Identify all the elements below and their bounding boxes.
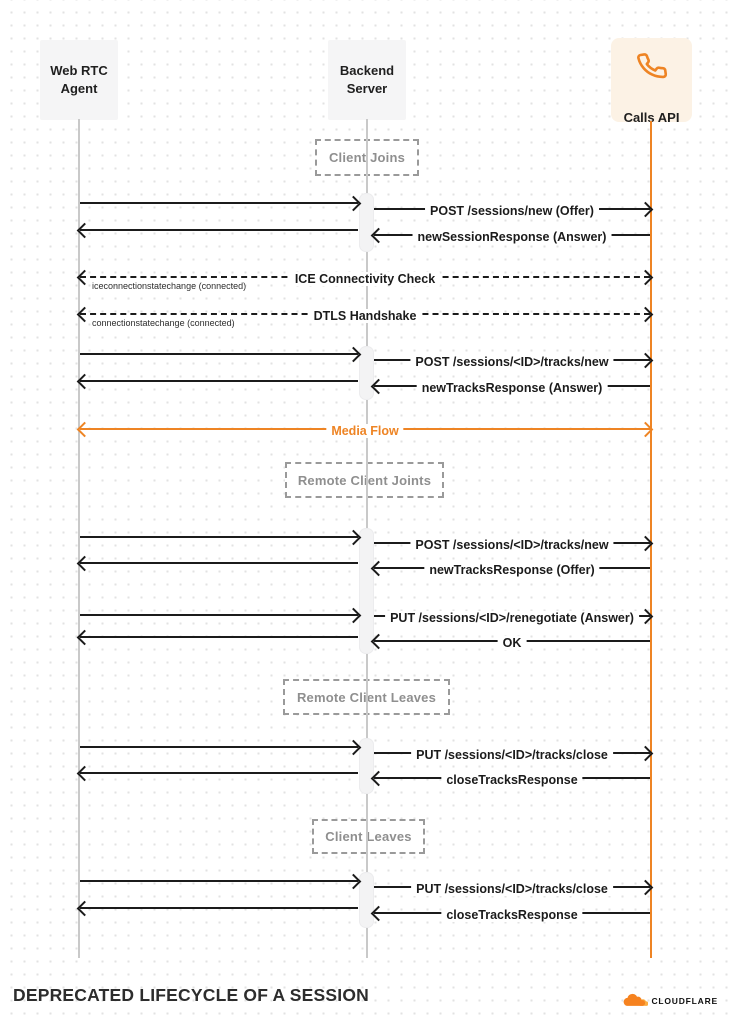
cloudflare-cloud-icon (622, 993, 649, 1009)
phone-icon (636, 34, 667, 99)
actor-web-rtc-agent: Web RTC Agent (40, 40, 118, 120)
ice-event-label: iceconnectionstatechange (connected) (92, 281, 247, 291)
activation-bar (359, 528, 374, 654)
message-label: PUT /sessions/<ID>/tracks/close (411, 882, 613, 896)
activation-bar (359, 872, 374, 928)
arrow-dtls-handshake: DTLS Handshake (76, 306, 654, 323)
cloudflare-wordmark: CLOUDFLARE (651, 996, 718, 1006)
arrow-backend-to-api-put-renegotiate: PUT /sessions/<ID>/renegotiate (Answer) (374, 608, 654, 625)
lifeline-web-rtc-agent (78, 119, 80, 958)
actor-calls-api: Calls API (611, 38, 692, 125)
message-label: newTracksResponse (Offer) (424, 563, 600, 577)
message-label: PUT /sessions/<ID>/tracks/close (411, 748, 613, 762)
message-label: POST /sessions/new (Offer) (425, 204, 599, 218)
arrow-backend-to-agent (76, 629, 358, 646)
phase-label: Remote Client Joints (297, 472, 432, 488)
lifeline-calls-api (650, 121, 652, 958)
arrow-backend-to-agent (76, 373, 358, 390)
message-label: Media Flow (326, 424, 404, 438)
arrow-backend-to-api-put-tracks-close: PUT /sessions/<ID>/tracks/close (374, 879, 654, 896)
message-label: PUT /sessions/<ID>/renegotiate (Answer) (385, 611, 639, 625)
arrow-agent-to-backend (80, 607, 362, 624)
diagram-title: DEPRECATED LIFECYCLE OF A SESSION (13, 985, 369, 1005)
message-label: newSessionResponse (Answer) (412, 230, 612, 244)
arrow-backend-to-agent (76, 900, 358, 917)
activation-bar (359, 346, 374, 400)
arrow-backend-to-api-post-sessions-new: POST /sessions/new (Offer) (374, 201, 654, 218)
arrow-api-to-backend-close-tracks-response: closeTracksResponse (370, 770, 650, 787)
message-label: newTracksResponse (Answer) (416, 381, 608, 395)
arrow-backend-to-api-put-tracks-close: PUT /sessions/<ID>/tracks/close (374, 745, 654, 762)
arrow-api-to-backend-new-tracks-response: newTracksResponse (Answer) (370, 378, 650, 395)
arrow-backend-to-agent (76, 765, 358, 782)
actor-backend-server-label: Backend Server (339, 63, 395, 96)
dtls-event-label: connectionstatechange (connected) (92, 318, 235, 328)
message-label: POST /sessions/<ID>/tracks/new (410, 355, 614, 369)
phase-label: Client Leaves (325, 829, 412, 844)
actor-calls-api-label: Calls API (623, 109, 680, 125)
activation-bar (359, 193, 374, 252)
arrow-agent-to-backend (80, 195, 362, 212)
phase-remote-client-joins: Remote Client Joints (285, 462, 444, 498)
arrow-agent-to-backend (80, 873, 362, 890)
arrow-ice-connectivity-check: ICE Connectivity Check (76, 269, 654, 286)
cloudflare-logo: CLOUDFLARE (622, 993, 718, 1009)
arrow-media-flow: Media Flow (76, 421, 654, 438)
actor-backend-server: Backend Server (328, 40, 406, 120)
actor-web-rtc-agent-label: Web RTC Agent (50, 63, 108, 96)
arrow-backend-to-agent (76, 222, 358, 239)
arrow-backend-to-agent (76, 555, 358, 572)
message-label: OK (497, 636, 527, 650)
activation-bar (359, 738, 374, 794)
arrow-backend-to-api-post-tracks-new: POST /sessions/<ID>/tracks/new (374, 535, 654, 552)
message-label: closeTracksResponse (441, 773, 583, 787)
message-label: ICE Connectivity Check (289, 272, 441, 286)
arrow-agent-to-backend (80, 346, 362, 363)
arrow-api-to-backend-new-session-response: newSessionResponse (Answer) (370, 227, 650, 244)
message-label: DTLS Handshake (308, 309, 422, 323)
arrow-agent-to-backend (80, 739, 362, 756)
message-label: closeTracksResponse (441, 908, 583, 922)
message-label: POST /sessions/<ID>/tracks/new (410, 538, 614, 552)
arrow-api-to-backend-new-tracks-response-offer: newTracksResponse (Offer) (370, 560, 650, 577)
arrow-agent-to-backend (80, 529, 362, 546)
arrow-api-to-backend-ok: OK (370, 633, 650, 650)
arrow-api-to-backend-close-tracks-response: closeTracksResponse (370, 905, 650, 922)
phase-client-leaves: Client Leaves (312, 819, 425, 854)
arrow-backend-to-api-post-tracks-new: POST /sessions/<ID>/tracks/new (374, 352, 654, 369)
